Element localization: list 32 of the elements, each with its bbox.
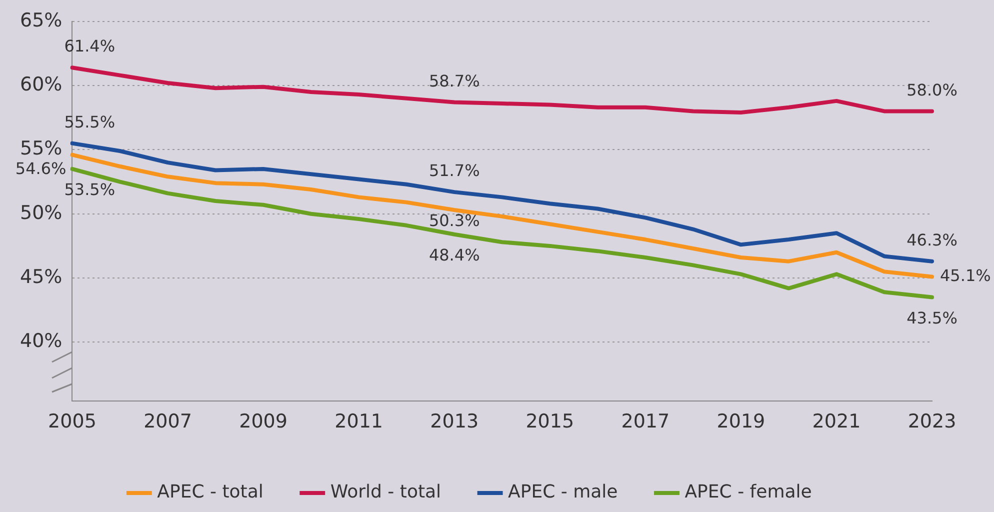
y-tick-label: 50% <box>20 202 62 224</box>
legend-label: APEC - female <box>684 482 812 503</box>
x-tick-label: 2017 <box>621 410 670 433</box>
y-tick-label: 45% <box>20 266 62 288</box>
data-label: 43.5% <box>906 308 958 328</box>
x-tick-label: 2013 <box>430 410 479 433</box>
x-tick-label: 2009 <box>239 410 288 433</box>
legend-label: APEC - male <box>508 482 618 503</box>
x-tick-label: 2023 <box>908 410 956 433</box>
x-tick-label: 2011 <box>334 410 383 433</box>
data-label: 53.5% <box>64 180 116 200</box>
y-tick-label: 55% <box>20 138 62 160</box>
data-label: 58.7% <box>428 71 480 90</box>
data-label: 54.6% <box>15 159 66 178</box>
x-tick-label: 2005 <box>48 410 96 433</box>
y-tick-label: 40% <box>20 330 62 352</box>
x-tick-label: 2015 <box>526 410 574 433</box>
data-label: 45.1% <box>940 266 991 285</box>
data-label: 58.0% <box>906 80 958 100</box>
data-label: 50.3% <box>428 211 480 230</box>
x-tick-label: 2021 <box>812 410 861 433</box>
data-label: 55.5% <box>64 112 116 132</box>
data-label: 48.4% <box>428 246 480 265</box>
x-tick-label: 2019 <box>716 410 766 433</box>
data-label: 51.7% <box>428 161 480 180</box>
legend-label: APEC - total <box>157 482 264 503</box>
legend-label: World - total <box>330 482 442 503</box>
y-tick-label: 60% <box>20 73 62 96</box>
x-tick-label: 2007 <box>144 410 192 433</box>
y-tick-label: 65% <box>20 9 62 32</box>
data-label: 61.4% <box>64 36 116 56</box>
data-label: 46.3% <box>906 230 958 250</box>
